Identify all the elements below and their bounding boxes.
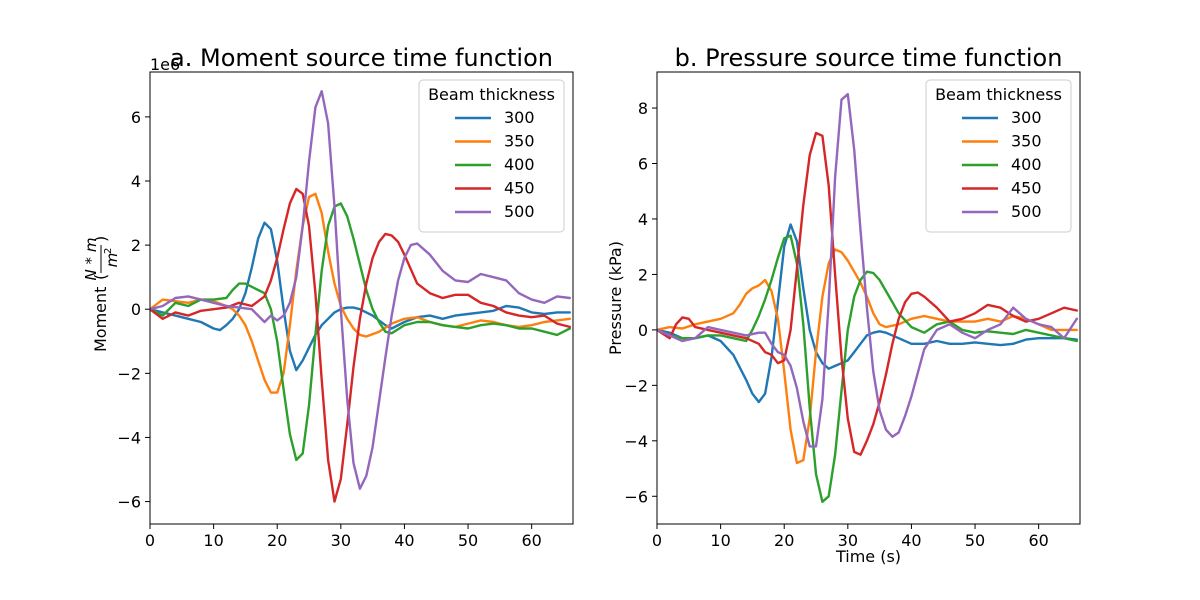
legend-entry-300: 300	[1011, 108, 1042, 127]
y-axis-label-text: Moment	[91, 287, 110, 352]
x-tick-label: 20	[774, 531, 794, 550]
panel-a-y-ticks: −6 −4 −2 0 2 4 6	[117, 108, 150, 512]
panel-b-y-ticks: −6 −4 −2 0 2 4 6 8	[624, 99, 657, 506]
panel-a-legend: Beam thickness 300 350 400 450 500	[418, 79, 565, 233]
y-axis-label-paren-close: )	[91, 236, 110, 242]
series-line-350	[657, 248, 1078, 465]
y-tick-label: 6	[638, 155, 648, 174]
y-tick-label: −4	[117, 428, 141, 447]
legend-entry-500: 500	[1011, 202, 1042, 221]
x-tick-label: 40	[901, 531, 921, 550]
y-tick-label: −2	[624, 376, 648, 395]
y-tick-label: 0	[638, 321, 648, 340]
y-tick-label: 2	[131, 236, 141, 255]
series-line-350	[150, 192, 571, 394]
series-line-450	[150, 187, 571, 503]
panel-b-pressure-chart: 0 10 20 30 40 50 60 −6 −4 −2 0 2 4 6 8 b. Pressure so…	[606, 44, 1081, 566]
panel-a-title: a. Moment source time function	[170, 44, 553, 72]
y-tick-label: 4	[638, 210, 648, 229]
x-tick-label: 0	[145, 531, 155, 550]
x-tick-label: 20	[267, 531, 287, 550]
y-tick-label: 6	[131, 108, 141, 127]
x-tick-label: 50	[965, 531, 985, 550]
legend-entry-350: 350	[1011, 132, 1042, 151]
y-axis-label-denominator: m	[103, 253, 121, 268]
x-tick-label: 60	[521, 531, 541, 550]
x-tick-label: 30	[331, 531, 351, 550]
x-tick-label: 10	[203, 531, 223, 550]
legend-title: Beam thickness	[428, 85, 555, 104]
legend-entry-450: 450	[504, 179, 535, 198]
series-line-500	[150, 90, 571, 490]
panel-a-moment-chart: 0 10 20 30 40 50 60 −6 −4 −2 0 2 4 6 a. Moment sourc…	[82, 44, 574, 550]
y-tick-label: 0	[131, 300, 141, 319]
x-tick-label: 30	[838, 531, 858, 550]
legend-title: Beam thickness	[935, 85, 1062, 104]
panel-a-y-offset-label: 1e6	[150, 55, 180, 74]
series-line-400	[657, 234, 1078, 503]
panel-a-plot-frame	[149, 71, 574, 525]
series-line-300	[150, 221, 571, 372]
x-tick-label: 40	[394, 531, 414, 550]
y-tick-label: −4	[624, 432, 648, 451]
y-axis-label-numerator: N * m	[82, 238, 100, 281]
panel-b-x-axis-label: Time (s)	[835, 547, 901, 566]
y-tick-label: −6	[624, 487, 648, 506]
panel-a-y-axis-label: Moment (N * m m2)	[82, 236, 121, 352]
legend-entry-500: 500	[504, 202, 535, 221]
y-axis-label-paren-open: (	[91, 274, 110, 280]
panel-a-x-ticks: 0 10 20 30 40 50 60	[145, 524, 542, 550]
x-tick-label: 50	[458, 531, 478, 550]
y-tick-label: 8	[638, 99, 648, 118]
y-tick-label: −2	[117, 364, 141, 383]
panel-b-y-axis-label: Pressure (kPa)	[606, 241, 625, 355]
legend-entry-450: 450	[1011, 179, 1042, 198]
panel-b-legend: Beam thickness 300 350 400 450 500	[925, 79, 1072, 233]
y-tick-label: 4	[131, 172, 141, 191]
y-tick-label: 2	[638, 265, 648, 284]
panel-b-series-group	[657, 93, 1078, 503]
panel-a-series-group	[150, 90, 571, 503]
legend-entry-400: 400	[504, 155, 535, 174]
y-tick-label: −6	[117, 493, 141, 512]
series-line-450	[657, 131, 1078, 456]
panel-b-plot-frame	[656, 71, 1081, 525]
legend-entry-350: 350	[504, 132, 535, 151]
x-tick-label: 60	[1028, 531, 1048, 550]
panel-b-title: b. Pressure source time function	[675, 44, 1063, 72]
panel-b-x-ticks: 0 10 20 30 40 50 60	[652, 524, 1049, 550]
series-line-500	[657, 93, 1078, 448]
series-line-400	[150, 202, 571, 462]
legend-entry-300: 300	[504, 108, 535, 127]
y-axis-label-exponent: 2	[103, 248, 114, 254]
x-tick-label: 0	[652, 531, 662, 550]
legend-entry-400: 400	[1011, 155, 1042, 174]
x-tick-label: 10	[710, 531, 730, 550]
